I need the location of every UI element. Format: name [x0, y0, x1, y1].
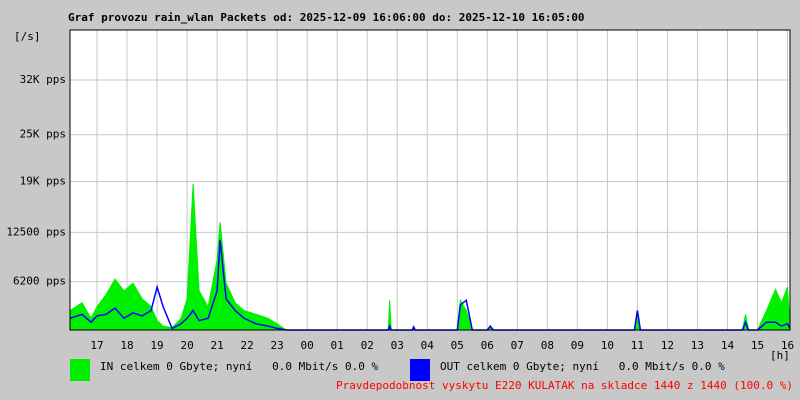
y-tick-label: 6200 pps	[13, 275, 66, 288]
x-tick-label: 11	[631, 339, 644, 352]
x-tick-label: 09	[571, 339, 584, 352]
legend-swatch	[410, 359, 430, 381]
x-tick-label: 22	[240, 339, 253, 352]
x-tick-label: 17	[90, 339, 103, 352]
y-tick-label: 19K pps	[20, 175, 66, 188]
x-tick-label: 02	[361, 339, 374, 352]
x-tick-label: 18	[120, 339, 133, 352]
x-tick-label: 06	[481, 339, 494, 352]
legend-swatch	[70, 359, 90, 381]
x-tick-label: 07	[511, 339, 524, 352]
y-axis-label: [/s]	[14, 30, 41, 43]
x-tick-label: 00	[301, 339, 314, 352]
x-tick-label: 12	[661, 339, 674, 352]
x-tick-label: 04	[421, 339, 435, 352]
x-tick-label: 16	[781, 339, 794, 352]
legend-label: OUT celkem 0 Gbyte; nyní 0.0 Mbit/s 0.0 …	[440, 360, 725, 373]
x-tick-label: 15	[751, 339, 764, 352]
x-tick-label: 20	[180, 339, 193, 352]
x-tick-label: 03	[391, 339, 404, 352]
x-tick-label: 14	[721, 339, 735, 352]
plot-area	[70, 30, 790, 330]
plot-frame	[69, 29, 791, 331]
y-tick-label: 32K pps	[20, 73, 66, 86]
chart-title: Graf provozu rain_wlan Packets od: 2025-…	[68, 11, 585, 24]
x-tick-label: 08	[541, 339, 554, 352]
x-tick-label: 05	[451, 339, 464, 352]
legend-label: IN celkem 0 Gbyte; nyní 0.0 Mbit/s 0.0 %	[100, 360, 379, 373]
x-axis-label: [h]	[770, 349, 790, 362]
x-tick-label: 13	[691, 339, 704, 352]
x-tick-label: 10	[601, 339, 614, 352]
note: Pravdepodobnost vyskytu E220 KULATAK na …	[336, 379, 793, 392]
x-tick-label: 21	[210, 339, 223, 352]
x-tick-label: 01	[331, 339, 344, 352]
y-tick-label: 12500 pps	[6, 225, 66, 238]
x-tick-label: 23	[271, 339, 284, 352]
y-tick-label: 25K pps	[20, 128, 66, 141]
x-tick-label: 19	[150, 339, 163, 352]
